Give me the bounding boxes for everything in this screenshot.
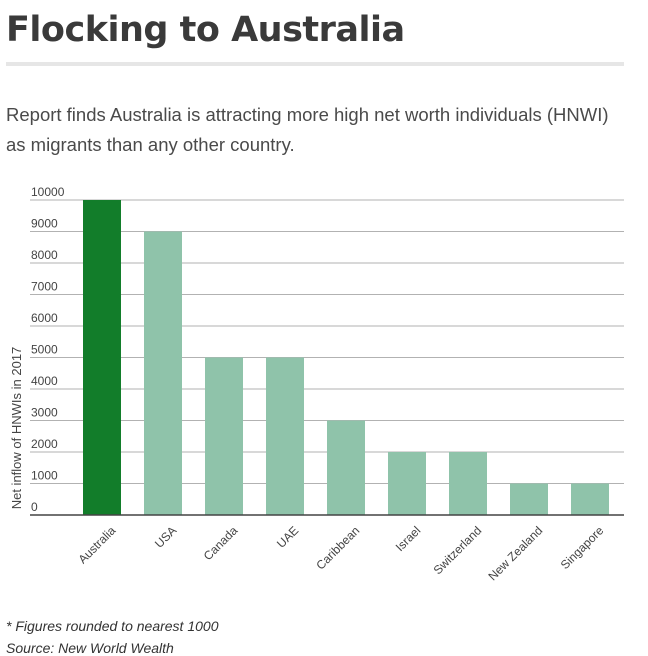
source-note: Source: New World Wealth — [6, 640, 174, 656]
x-tick-label: Caribbean — [313, 523, 362, 572]
bar-chart: 0 1000 2000 3000 4000 5000 6000 7000 8000 9000 100… — [9, 185, 624, 583]
y-tick-label: 0 — [31, 500, 38, 514]
x-tick-label: Israel — [393, 523, 424, 554]
y-tick-label: 6000 — [31, 311, 58, 325]
y-tick-label: 10000 — [31, 185, 65, 199]
bar-switzerland — [449, 452, 487, 515]
chart-subtitle: Report finds Australia is attracting mor… — [6, 104, 609, 155]
x-tick-label: Singapore — [558, 523, 607, 572]
y-tick-label: 2000 — [31, 437, 58, 451]
y-tick-label: 4000 — [31, 374, 58, 388]
x-tick-label: Canada — [201, 523, 241, 563]
title-divider — [6, 62, 624, 66]
y-tick-label: 8000 — [31, 248, 58, 262]
y-tick-label: 5000 — [31, 343, 58, 357]
bar-israel — [388, 452, 426, 515]
bar-singapore — [571, 483, 609, 515]
y-axis-label: Net inflow of HNWIs in 2017 — [9, 347, 24, 510]
bar-uae — [266, 357, 304, 515]
x-tick-label: New Zealand — [485, 523, 545, 583]
x-tick-label: UAE — [274, 523, 301, 550]
bar-canada — [205, 357, 243, 515]
bar-caribbean — [327, 420, 365, 515]
x-tick-labels: Australia USA Canada UAE Caribbean Israel Swit… — [75, 523, 606, 583]
x-tick-label: Australia — [75, 523, 118, 566]
rounding-note: * Figures rounded to nearest 1000 — [6, 618, 219, 634]
y-tick-label: 9000 — [31, 217, 58, 231]
y-tick-label: 1000 — [31, 469, 58, 483]
y-tick-labels: 0 1000 2000 3000 4000 5000 6000 7000 8000 9000 100… — [31, 185, 65, 514]
bar-new-zealand — [510, 483, 548, 515]
gridlines — [30, 199, 624, 484]
bars — [83, 200, 609, 515]
chart-title: Flocking to Australia — [6, 10, 405, 50]
x-tick-label: Switzerland — [431, 523, 485, 577]
y-tick-label: 7000 — [31, 280, 58, 294]
x-tick-label: USA — [152, 523, 179, 550]
y-tick-label: 3000 — [31, 406, 58, 420]
bar-australia — [83, 200, 121, 515]
bar-usa — [144, 231, 182, 515]
